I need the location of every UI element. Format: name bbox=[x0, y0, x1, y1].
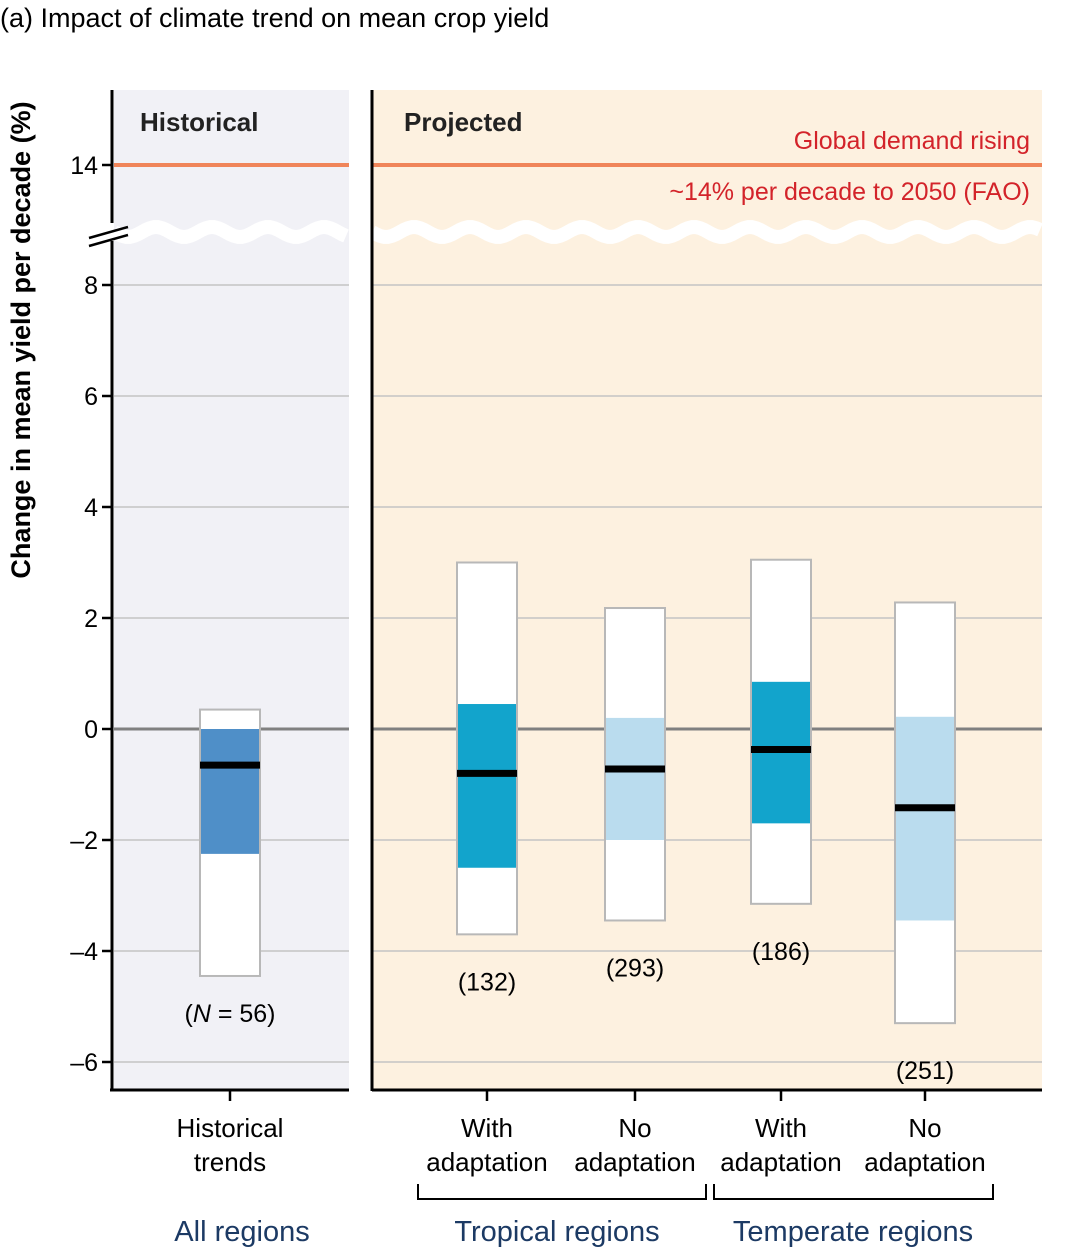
axis-break-waves bbox=[110, 220, 1043, 244]
category-label: With bbox=[755, 1113, 807, 1143]
category-label: adaptation bbox=[720, 1147, 841, 1177]
n-label: (186) bbox=[752, 938, 810, 966]
boxes: (N = 56) Historical trends (132) With adaptat… bbox=[177, 558, 986, 1177]
panel-title: (a) Impact of climate trend on mean crop… bbox=[0, 3, 549, 33]
box-iqr bbox=[896, 716, 954, 921]
y-tick-label: 14 bbox=[70, 152, 98, 180]
y-tick-label: –4 bbox=[70, 938, 98, 966]
n-label: (N = 56) bbox=[184, 1000, 275, 1028]
y-tick-label: –6 bbox=[70, 1049, 98, 1077]
y-tick-label: –2 bbox=[70, 827, 98, 855]
y-tick-label: 8 bbox=[84, 272, 98, 300]
category-label: Historical bbox=[177, 1113, 284, 1143]
axes: 14 8 6 4 2 0 –2 –4 –6 bbox=[70, 90, 1042, 1200]
axis-break-mark bbox=[88, 225, 129, 240]
group-label-tropical: Tropical regions bbox=[454, 1216, 659, 1248]
demand-label-line1: Global demand rising bbox=[794, 127, 1030, 155]
y-tick-label: 4 bbox=[84, 494, 98, 522]
group-label-temperate: Temperate regions bbox=[733, 1216, 973, 1248]
demand-label-line2: ~14% per decade to 2050 (FAO) bbox=[669, 178, 1030, 206]
projected-panel-label: Projected bbox=[404, 107, 523, 137]
group-label-all-regions: All regions bbox=[174, 1216, 309, 1248]
n-label: (132) bbox=[458, 968, 516, 996]
category-label: trends bbox=[194, 1147, 266, 1177]
group-bracket bbox=[713, 1184, 994, 1200]
category-label: adaptation bbox=[574, 1147, 695, 1177]
y-axis-label: Change in mean yield per decade (%) bbox=[6, 101, 36, 578]
group-bracket bbox=[417, 1184, 707, 1200]
box-iqr bbox=[458, 704, 516, 868]
y-tick-label: 0 bbox=[84, 716, 98, 744]
axis-break-band bbox=[368, 220, 1043, 244]
category-label: No bbox=[908, 1113, 941, 1143]
axis-break-band bbox=[110, 220, 349, 244]
y-tick-label: 6 bbox=[84, 383, 98, 411]
category-label: With bbox=[461, 1113, 513, 1143]
y-tick-label: 2 bbox=[84, 605, 98, 633]
historical-panel-label: Historical bbox=[140, 107, 259, 137]
n-label: (251) bbox=[896, 1057, 954, 1085]
category-label: adaptation bbox=[426, 1147, 547, 1177]
axis-break-mark bbox=[88, 233, 129, 248]
box-iqr bbox=[606, 717, 664, 840]
category-label: adaptation bbox=[864, 1147, 985, 1177]
box-iqr bbox=[201, 729, 259, 854]
n-label: (293) bbox=[606, 954, 664, 982]
category-label: No bbox=[618, 1113, 651, 1143]
